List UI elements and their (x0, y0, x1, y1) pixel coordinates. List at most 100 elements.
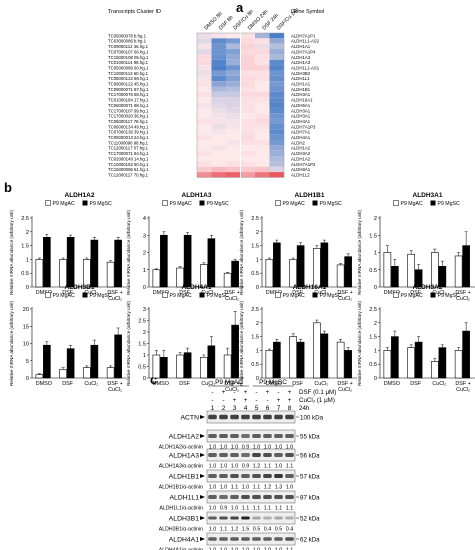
cluster-id-label: TC10000113 60.hg.1 (108, 71, 149, 76)
arrow-icon (200, 474, 205, 478)
heatmap-cell (255, 107, 270, 114)
lane-number: 7 (277, 405, 281, 412)
heatmap-cell (255, 140, 270, 146)
gene-symbol-label: ALDH1L1 (291, 76, 310, 81)
cluster-id-label: TC12000117 07.hg.1 (108, 146, 149, 151)
protein-band (230, 495, 239, 499)
y-tick-label: 0 (26, 285, 29, 291)
gene-symbol-label: ALDH16A1 (291, 98, 313, 103)
x-tick-label: DSF + (337, 381, 352, 387)
gene-symbol-label: ALDH1L1-AS2 (291, 39, 320, 44)
y-tick-label: 2.5 (21, 216, 29, 222)
cluster-id-label: TC11000096 98.hg.1 (108, 140, 149, 145)
x-tick-label: DSF (179, 290, 190, 296)
kda-label: 55 kDa (300, 433, 320, 440)
ratio-value: 1.0 (242, 548, 250, 550)
heatmap-cell (211, 54, 226, 60)
heatmap-cell (240, 38, 255, 44)
x-tick-label: CuCl₂ (225, 296, 239, 302)
protein-band (241, 414, 250, 420)
legend-swatch-mgac (45, 292, 51, 298)
heatmap-cell (240, 123, 255, 130)
arrow-icon (200, 453, 205, 457)
heatmap-cell (255, 43, 270, 50)
gene-symbol-label: ALDH1A3 (291, 55, 311, 60)
heatmap-cell (197, 54, 212, 60)
y-axis-label: Relative mRNA abundance (arbitrary unit) (357, 301, 362, 386)
y-tick-label: 2.5 (369, 307, 377, 313)
ratio-value: 0.4 (264, 527, 272, 533)
dsf-sign: - (277, 389, 279, 396)
gene-symbol-label: ALDH7A1P4 (291, 49, 316, 54)
heatmap-cell (197, 140, 212, 146)
panel-c-label: c (150, 372, 158, 387)
protein-band (230, 537, 239, 541)
y-tick-label: 2 (26, 230, 29, 236)
ratio-value: 1.0 (231, 464, 239, 470)
y-tick-label: 1 (26, 257, 29, 263)
heatmap-cell (269, 59, 284, 66)
heatmap-cell (226, 156, 241, 162)
cluster-id-label: TC07000136 39.hg.1 (108, 130, 149, 135)
heatmap-cell (197, 33, 212, 39)
blot-protein-label: ALDH1B1 (169, 474, 199, 481)
heatmap-cell (269, 172, 284, 178)
heatmap-cell (269, 123, 284, 130)
heatmap-cell (269, 38, 284, 44)
heatmap-cell (255, 102, 270, 108)
x-tick-label: DMSO (36, 381, 52, 387)
legend-swatch-mgsc (430, 292, 436, 298)
cluster-id-label: TC10000162 60.hg.1 (108, 162, 149, 167)
heatmap-cell (211, 172, 226, 178)
y-axis-label: Relative mRNA abundance (arbitrary unit) (239, 301, 244, 386)
y-tick-label: 1.5 (138, 342, 146, 348)
protein-band (274, 495, 283, 499)
y-tick-label: 1.5 (251, 335, 259, 341)
y-axis-label: Relative mRNA abundance (arbitrary unit) (126, 210, 131, 295)
heatmap-cell (226, 150, 241, 157)
blot-protein-label: ALDH1A3 (169, 453, 199, 460)
y-tick-label: 1.5 (21, 244, 29, 250)
heatmap-cell (269, 102, 284, 108)
heatmap-cell (211, 43, 226, 50)
heatmap-cell (255, 49, 270, 55)
heatmap-cell (226, 172, 241, 178)
ratio-value: 1.0 (209, 464, 217, 470)
heatmap-cell (255, 129, 270, 135)
heatmap-cell (240, 59, 255, 66)
gene-symbol-label: ALDH3A1 (291, 92, 311, 97)
cluster-id-label: TC01000114 98.hg.1 (108, 60, 149, 65)
panel-a-label: a (236, 0, 244, 15)
heatmap-cell (240, 54, 255, 60)
heatmap-cell (197, 156, 212, 162)
lane-number: 8 (288, 405, 292, 412)
dsf-sign: + (222, 389, 226, 396)
heatmap-cell (226, 161, 241, 167)
protein-band (208, 495, 217, 499)
heatmap-cell (197, 166, 212, 173)
heatmap-cell (211, 33, 226, 39)
x-tick-label: DMSO (266, 290, 282, 296)
heatmap-cell (255, 65, 270, 71)
cluster-id-label: TC09000112 46.hg.1 (108, 44, 149, 49)
x-tick-label: DSF + (224, 290, 239, 296)
blot-box (206, 448, 296, 462)
heatmap-cell (240, 33, 255, 39)
y-tick-label: 2.5 (138, 319, 146, 325)
legend-label-mgac: P9 MgAC (170, 201, 192, 207)
lane-number: 1 (211, 405, 215, 412)
y-tick-label: 0 (143, 285, 146, 291)
heatmap-cell (211, 49, 226, 55)
heatmap-cell (240, 161, 255, 167)
protein-band (219, 453, 228, 457)
ratio-value: 1.1 (275, 506, 283, 512)
x-tick-label: CuCl₂ (314, 290, 328, 296)
legend-label-mgsc: P9 MgSC (207, 293, 229, 299)
heatmap-cell (226, 123, 241, 130)
heatmap-cell (226, 118, 241, 124)
x-tick-label: CuCl₂ (314, 381, 328, 387)
arrow-icon (200, 516, 205, 520)
x-tick-label: DSF (62, 381, 73, 387)
time-label: 24h (299, 405, 310, 412)
ratio-value: 1.0 (253, 548, 261, 550)
